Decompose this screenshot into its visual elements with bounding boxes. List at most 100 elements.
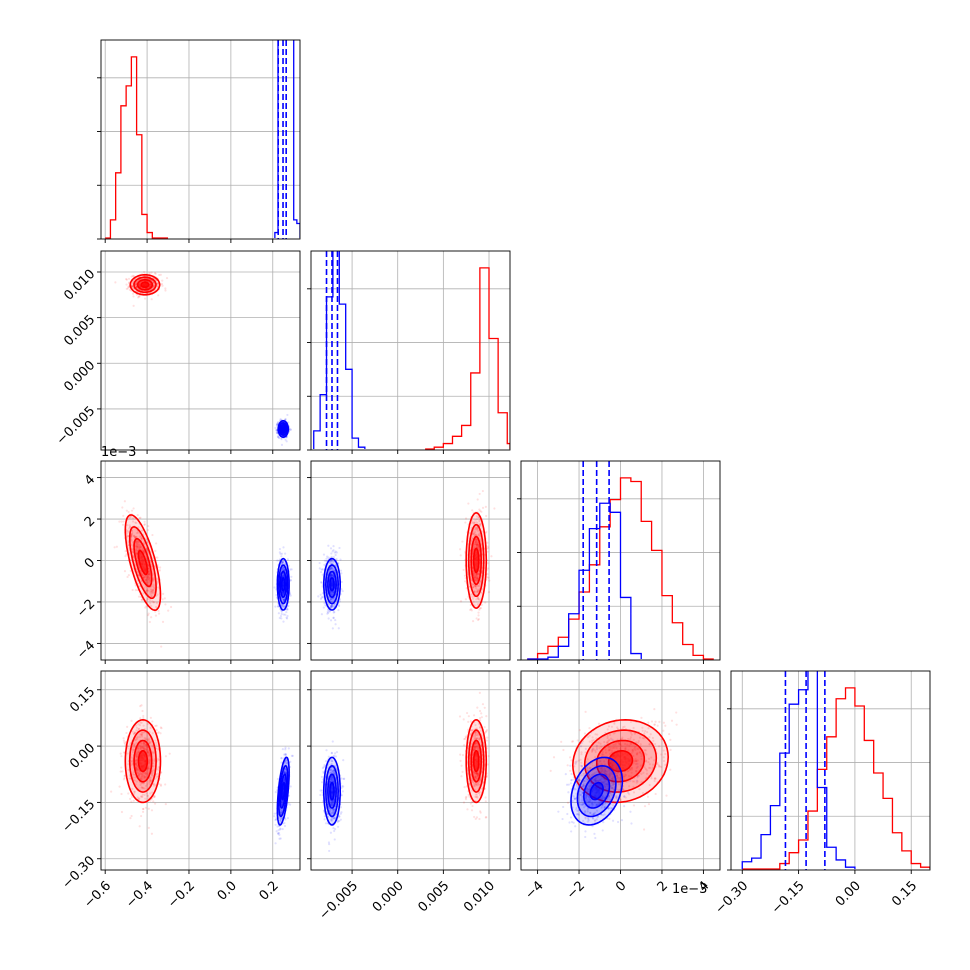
sample-point: [164, 287, 167, 290]
histogram-red-series: [742, 687, 930, 870]
sample-point: [323, 602, 326, 605]
sample-point: [284, 748, 287, 751]
sample-point: [125, 278, 129, 281]
sample-point: [118, 785, 121, 788]
sample-point: [125, 277, 128, 281]
sample-point: [286, 817, 290, 820]
sample-point: [134, 285, 138, 288]
scatter-panel-0-3: [100, 670, 301, 871]
sample-point: [289, 785, 292, 788]
sample-point: [478, 691, 481, 694]
sample-point: [156, 284, 160, 288]
sample-point: [280, 552, 284, 555]
sample-point: [120, 755, 123, 758]
sample-point: [291, 754, 294, 757]
sample-point: [132, 274, 136, 278]
sample-point: [273, 812, 276, 815]
sample-point: [286, 413, 289, 417]
sample-point: [139, 281, 142, 285]
sample-point: [132, 799, 135, 802]
sample-point: [334, 553, 337, 557]
sample-point: [152, 800, 155, 803]
sample-point: [125, 287, 128, 291]
sample-point: [317, 595, 320, 598]
sample-point: [332, 611, 335, 614]
sample-point: [278, 551, 281, 554]
sample-point: [122, 514, 125, 517]
sample-point: [279, 837, 282, 840]
sample-point: [123, 500, 126, 503]
sample-point: [136, 514, 139, 517]
sample-point: [130, 275, 133, 278]
sample-point: [486, 550, 489, 553]
sample-point: [470, 608, 473, 611]
sample-point: [283, 824, 287, 828]
histogram-red-series: [105, 56, 169, 239]
sample-point: [464, 580, 467, 583]
sample-point: [329, 547, 333, 550]
sample-point: [485, 816, 488, 819]
sample-point: [461, 540, 464, 543]
sample-point: [484, 505, 487, 508]
sample-point: [277, 605, 280, 608]
scatter-panel-0-1: [100, 250, 301, 451]
sample-point: [276, 777, 279, 781]
sample-point: [480, 712, 483, 715]
sample-point: [461, 754, 465, 757]
sample-point: [474, 817, 477, 820]
sample-point: [131, 283, 134, 286]
sample-point: [341, 589, 344, 593]
sample-point: [138, 285, 142, 288]
sample-point: [289, 760, 292, 763]
sample-point: [126, 287, 129, 290]
histogram-blue-series: [274, 40, 300, 238]
sample-point: [155, 542, 158, 545]
sample-point: [332, 549, 335, 552]
sample-point: [481, 489, 484, 493]
sample-point: [160, 282, 164, 286]
sample-point: [469, 720, 472, 723]
sample-point: [159, 783, 162, 786]
sample-point: [125, 509, 128, 512]
sample-point: [134, 588, 137, 592]
sample-point: [321, 568, 324, 571]
sample-point: [149, 282, 152, 286]
sample-point: [319, 571, 323, 574]
sample-point: [122, 739, 126, 742]
sample-point: [149, 284, 152, 288]
sample-point: [125, 283, 128, 286]
sample-point: [155, 729, 158, 732]
scatter-panel-1-2: [310, 460, 511, 661]
sample-point: [463, 574, 467, 577]
sample-point: [467, 502, 470, 505]
sample-point: [479, 509, 482, 512]
sample-point: [123, 776, 126, 780]
histogram-panel-1: [307, 250, 511, 451]
sample-point: [459, 548, 462, 551]
sample-point: [322, 606, 325, 609]
sample-point: [138, 283, 141, 286]
sample-point: [154, 802, 157, 805]
sample-point: [161, 279, 164, 282]
sample-point: [337, 604, 341, 608]
sample-point: [149, 283, 152, 286]
sample-point: [157, 609, 160, 613]
sample-point: [279, 614, 283, 618]
sample-point: [152, 285, 155, 288]
sample-point: [466, 808, 469, 811]
histogram-blue-series: [313, 251, 366, 449]
sample-point: [138, 283, 141, 286]
sample-point: [156, 282, 159, 285]
sample-point: [154, 549, 157, 552]
sample-point: [277, 829, 280, 832]
histogram-panel-3: [727, 670, 931, 871]
sample-point: [285, 610, 288, 614]
sample-point: [274, 426, 277, 430]
sample-point: [164, 755, 168, 758]
sample-point: [141, 709, 144, 713]
sample-point: [320, 613, 323, 616]
sample-point: [131, 292, 135, 295]
sample-point: [277, 612, 280, 615]
sample-point: [167, 609, 170, 612]
sample-point: [127, 574, 130, 577]
